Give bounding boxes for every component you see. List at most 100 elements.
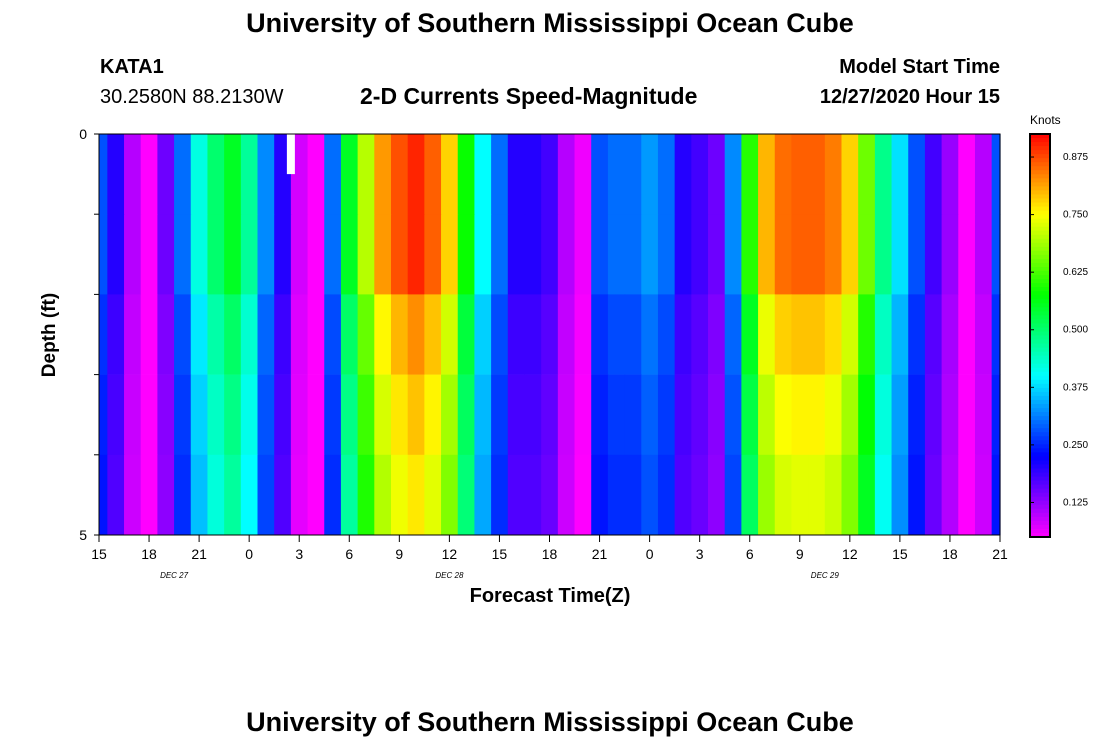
heatmap-cell <box>608 214 625 295</box>
heatmap-cell <box>157 294 174 375</box>
heatmap-cell <box>124 134 141 215</box>
colorbar-segment <box>1030 307 1050 312</box>
heatmap-cell <box>358 294 375 375</box>
colorbar: 0.125 0.250 0.375 0.500 0.625 0.750 0.875 <box>1030 134 1088 538</box>
heatmap-cell <box>808 214 825 295</box>
x-date-label: DEC 29 <box>811 571 840 580</box>
heatmap-cell <box>508 455 525 536</box>
heatmap-cell <box>958 455 975 536</box>
heatmap-cell <box>174 375 191 456</box>
heatmap-cell <box>174 294 191 375</box>
heatmap-cell <box>224 134 241 215</box>
colorbar-segment <box>1030 299 1050 304</box>
heatmap-cell <box>708 375 725 456</box>
heatmap-cell <box>374 455 391 536</box>
heatmap-cell <box>825 214 842 295</box>
heatmap-cell <box>524 214 541 295</box>
heatmap-cell <box>474 294 491 375</box>
heatmap-cell <box>575 455 592 536</box>
heatmap-cell <box>308 294 325 375</box>
x-tick-label: 21 <box>592 546 608 562</box>
heatmap-cell <box>725 294 742 375</box>
heatmap-cell <box>875 134 892 215</box>
heatmap-cell <box>491 214 508 295</box>
heatmap-cell <box>675 134 692 215</box>
heatmap-cell <box>625 294 642 375</box>
x-axis-ticks: 15 18 21 0 3 6 9 12 15 18 21 0 3 6 9 12 15 18 21DEC 27 DEC … <box>91 535 1008 580</box>
colorbar-segment <box>1030 452 1050 457</box>
heatmap-cell <box>341 134 358 215</box>
x-tick-label: 9 <box>395 546 403 562</box>
heatmap-cell <box>875 214 892 295</box>
heatmap-cell <box>741 134 758 215</box>
colorbar-segment <box>1030 412 1050 417</box>
colorbar-segment <box>1030 243 1050 248</box>
heatmap-cell <box>975 214 992 295</box>
heatmap-cell <box>992 294 1001 375</box>
heatmap-cell <box>791 455 808 536</box>
heatmap-cell <box>458 134 475 215</box>
heatmap-cell <box>558 455 575 536</box>
missing-data-cell <box>287 134 295 174</box>
heatmap-cell <box>892 214 909 295</box>
colorbar-segment <box>1030 517 1050 522</box>
heatmap-cell <box>675 214 692 295</box>
heatmap-cell <box>925 214 942 295</box>
heatmap-cell <box>575 134 592 215</box>
heatmap-cell <box>608 134 625 215</box>
colorbar-tick-label: 0.250 <box>1063 440 1088 451</box>
colorbar-segment <box>1030 231 1050 236</box>
x-tick-label: 0 <box>245 546 253 562</box>
heatmap-cell <box>758 375 775 456</box>
x-tick-label: 21 <box>191 546 207 562</box>
x-tick-label: 3 <box>295 546 303 562</box>
heatmap-cell <box>291 375 308 456</box>
x-tick-label: 21 <box>992 546 1008 562</box>
colorbar-segment <box>1030 376 1050 381</box>
colorbar-segment <box>1030 198 1050 203</box>
heatmap-cell <box>575 214 592 295</box>
heatmap-cell <box>107 294 124 375</box>
heatmap-cell <box>892 294 909 375</box>
heatmap-cell <box>708 455 725 536</box>
colorbar-segment <box>1030 311 1050 316</box>
heatmap-cell <box>825 294 842 375</box>
colorbar-segment <box>1030 348 1050 353</box>
heatmap-cell <box>992 375 1001 456</box>
heatmap-cell <box>474 214 491 295</box>
heatmap-cell <box>541 455 558 536</box>
heatmap-cell <box>441 375 458 456</box>
heatmap-cell <box>691 214 708 295</box>
heatmap-cell <box>808 294 825 375</box>
heatmap-cell <box>99 134 108 215</box>
heatmap-cell <box>875 455 892 536</box>
colorbar-segment <box>1030 267 1050 272</box>
heatmap-cell <box>274 375 291 456</box>
heatmap-cell <box>992 455 1001 536</box>
heatmap-cell <box>975 375 992 456</box>
heatmap-cell <box>741 214 758 295</box>
heatmap-cell <box>641 214 658 295</box>
heatmap-cell <box>524 294 541 375</box>
x-tick-label: 15 <box>492 546 508 562</box>
colorbar-segment <box>1030 251 1050 256</box>
colorbar-segment <box>1030 456 1050 461</box>
heatmap-cell <box>758 455 775 536</box>
heatmap-cell <box>641 294 658 375</box>
heatmap-cell <box>858 294 875 375</box>
colorbar-segment <box>1030 440 1050 445</box>
colorbar-segment <box>1030 436 1050 441</box>
colorbar-segment <box>1030 331 1050 336</box>
heatmap-cell <box>491 455 508 536</box>
heatmap-cell <box>341 375 358 456</box>
heatmap-cell <box>875 294 892 375</box>
heatmap-cell <box>274 214 291 295</box>
colorbar-segment <box>1030 364 1050 369</box>
heatmap-cell <box>458 455 475 536</box>
heatmap-cell <box>224 214 241 295</box>
heatmap-cell <box>241 134 258 215</box>
heatmap-cell <box>958 134 975 215</box>
heatmap-cell <box>524 455 541 536</box>
colorbar-segment <box>1030 408 1050 413</box>
heatmap-cell <box>808 134 825 215</box>
